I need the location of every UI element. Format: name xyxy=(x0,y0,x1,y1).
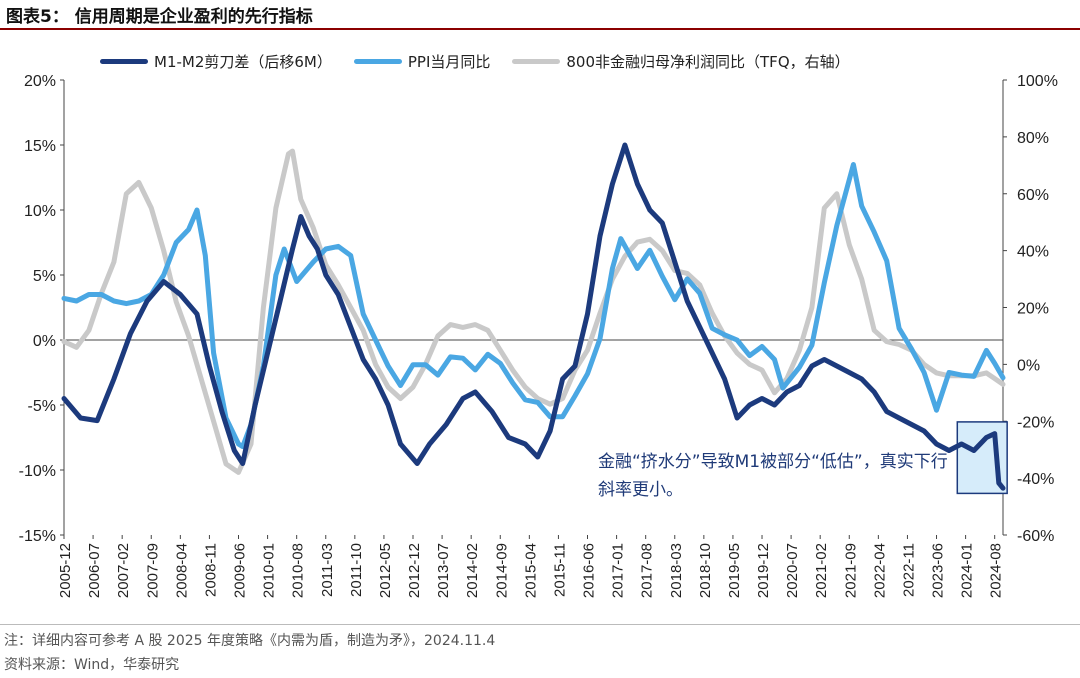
legend-swatch-m1m2 xyxy=(100,58,148,64)
y-right-tick-label: -40% xyxy=(1017,471,1054,488)
x-tick-label: 2015-04 xyxy=(522,543,539,598)
x-tick-label: 2007-02 xyxy=(115,543,132,598)
footnote: 注：详细内容可参考 A 股 2025 年度策略《内需为盾，制造为矛》，2024.… xyxy=(4,633,496,649)
x-tick-label: 2021-09 xyxy=(842,543,859,598)
series-line-profit xyxy=(61,148,1006,475)
x-tick-label: 2014-09 xyxy=(493,543,510,598)
y-right-tick-label: 100% xyxy=(1017,73,1058,90)
x-tick-label: 2018-10 xyxy=(697,543,714,598)
y-left-tick-label: 0% xyxy=(33,333,56,350)
y-right-tick-label: 80% xyxy=(1017,130,1049,147)
x-tick-label: 2019-12 xyxy=(755,543,772,598)
x-tick-label: 2017-01 xyxy=(610,543,627,598)
y-left-tick-label: 10% xyxy=(24,203,56,220)
y-right-tick-label: -20% xyxy=(1017,414,1054,431)
y-right-tick-label: 0% xyxy=(1017,357,1040,374)
x-tick-label: 2008-04 xyxy=(173,543,190,598)
source-note: 资料来源：Wind，华泰研究 xyxy=(4,657,180,673)
y-right-tick-label: 60% xyxy=(1017,187,1049,204)
x-tick-label: 2022-04 xyxy=(871,543,888,598)
x-tick-label: 2017-08 xyxy=(639,543,656,598)
y-left-tick-label: 20% xyxy=(24,73,56,90)
x-tick-label: 2005-12 xyxy=(57,543,74,598)
x-tick-label: 2008-11 xyxy=(202,543,219,597)
title-rule xyxy=(0,28,1080,30)
legend-swatch-ppi xyxy=(353,58,402,64)
footer-rule xyxy=(0,624,1080,625)
x-tick-label: 2010-01 xyxy=(261,543,278,598)
x-tick-label: 2022-11 xyxy=(900,543,917,597)
x-tick-label: 2016-06 xyxy=(581,543,598,598)
y-left-tick-label: 5% xyxy=(33,268,56,285)
y-left-tick-label: -5% xyxy=(28,398,56,415)
y-left-tick-label: -10% xyxy=(19,463,56,480)
x-tick-label: 2024-01 xyxy=(959,543,976,598)
x-tick-label: 2013-07 xyxy=(435,543,452,598)
x-tick-label: 2019-05 xyxy=(726,543,743,598)
figure-title: 图表5： 信用周期是企业盈利的先行指标 xyxy=(6,7,313,27)
x-tick-label: 2020-07 xyxy=(784,543,801,598)
legend-swatch-profit xyxy=(512,58,561,64)
legend-label-ppi: PPI当月同比 xyxy=(407,52,491,71)
x-tick-label: 2011-03 xyxy=(319,543,336,597)
legend-label-m1m2: M1-M2剪刀差（后移6M） xyxy=(154,52,332,71)
x-tick-label: 2012-05 xyxy=(377,543,394,598)
x-tick-label: 2007-09 xyxy=(144,543,161,598)
x-tick-label: 2024-08 xyxy=(988,543,1005,598)
x-tick-label: 2021-02 xyxy=(813,543,830,598)
chart-legend: M1-M2剪刀差（后移6M） PPI当月同比 800非金融归母净利润同比（TFQ… xyxy=(100,49,872,73)
y-right-tick-label: -60% xyxy=(1017,528,1054,545)
legend-item-ppi: PPI当月同比 xyxy=(353,51,491,72)
x-tick-label: 2006-07 xyxy=(86,543,103,598)
y-right-tick-label: 20% xyxy=(1017,301,1049,318)
y-left-tick-label: -15% xyxy=(19,528,56,545)
x-tick-label: 2009-06 xyxy=(232,543,249,598)
x-tick-label: 2018-03 xyxy=(668,543,685,598)
chart-annotation: 金融“挤水分”导致M1被部分“低估”，真实下行斜率更小。 xyxy=(598,452,948,500)
x-tick-label: 2014-02 xyxy=(464,543,481,598)
x-tick-label: 2011-10 xyxy=(348,543,365,597)
series-line-m1m2 xyxy=(61,142,1006,491)
y-right-tick-label: 40% xyxy=(1017,244,1049,261)
legend-item-profit: 800非金融归母净利润同比（TFQ，右轴） xyxy=(512,51,850,72)
x-tick-label: 2015-11 xyxy=(551,543,568,597)
x-tick-label: 2010-08 xyxy=(290,543,307,598)
legend-item-m1m2: M1-M2剪刀差（后移6M） xyxy=(100,51,332,72)
series-line-ppi xyxy=(61,162,1006,450)
x-tick-label: 2012-12 xyxy=(406,543,423,598)
y-left-tick-label: 15% xyxy=(24,138,56,155)
legend-label-profit: 800非金融归母净利润同比（TFQ，右轴） xyxy=(566,52,850,71)
x-tick-label: 2023-06 xyxy=(930,543,947,598)
